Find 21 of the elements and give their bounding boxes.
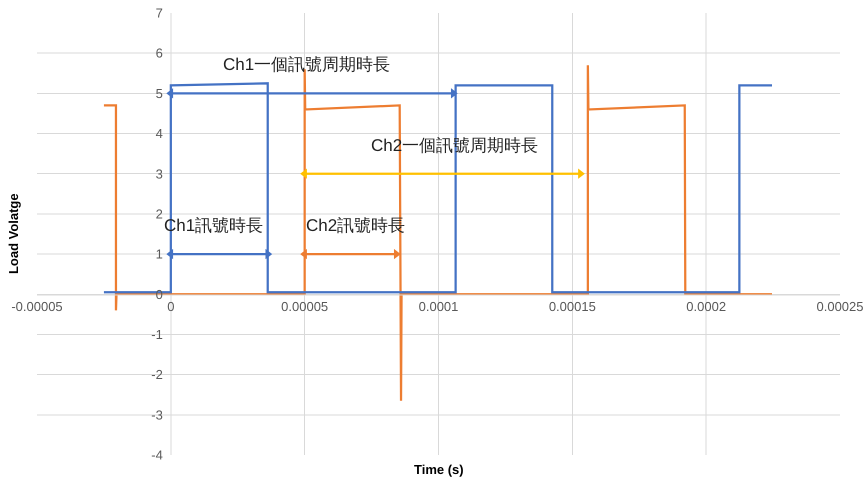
y-tick-label: -4 bbox=[151, 448, 163, 463]
x-tick-label: 0.0001 bbox=[418, 298, 458, 314]
y-tick-label: 5 bbox=[156, 86, 163, 101]
x-tick-label: 0.00025 bbox=[816, 298, 864, 314]
y-tick-label: -2 bbox=[151, 367, 163, 382]
y-tick-label: 6 bbox=[156, 46, 163, 61]
x-tick-label: 0.00015 bbox=[548, 298, 596, 314]
y-tick-label: 4 bbox=[156, 126, 163, 142]
y-tick-label: 1 bbox=[156, 246, 163, 262]
annotation: Ch1一個訊號周期時長 bbox=[223, 55, 390, 74]
x-tick-label: 0.0002 bbox=[686, 298, 726, 314]
x-axis-title: Time (s) bbox=[414, 462, 464, 477]
y-tick-label: -3 bbox=[151, 407, 163, 422]
y-tick-label: 2 bbox=[156, 206, 163, 222]
y-axis-title: Load Volatge bbox=[6, 193, 22, 274]
y-tick-label: 7 bbox=[156, 6, 163, 21]
x-tick-label: 0 bbox=[167, 298, 174, 314]
y-tick-label: -1 bbox=[151, 327, 163, 342]
x-tick-label: 0.00005 bbox=[281, 298, 328, 314]
x-tick-label: -0.00005 bbox=[11, 298, 63, 314]
y-tick-label: 3 bbox=[156, 166, 163, 182]
